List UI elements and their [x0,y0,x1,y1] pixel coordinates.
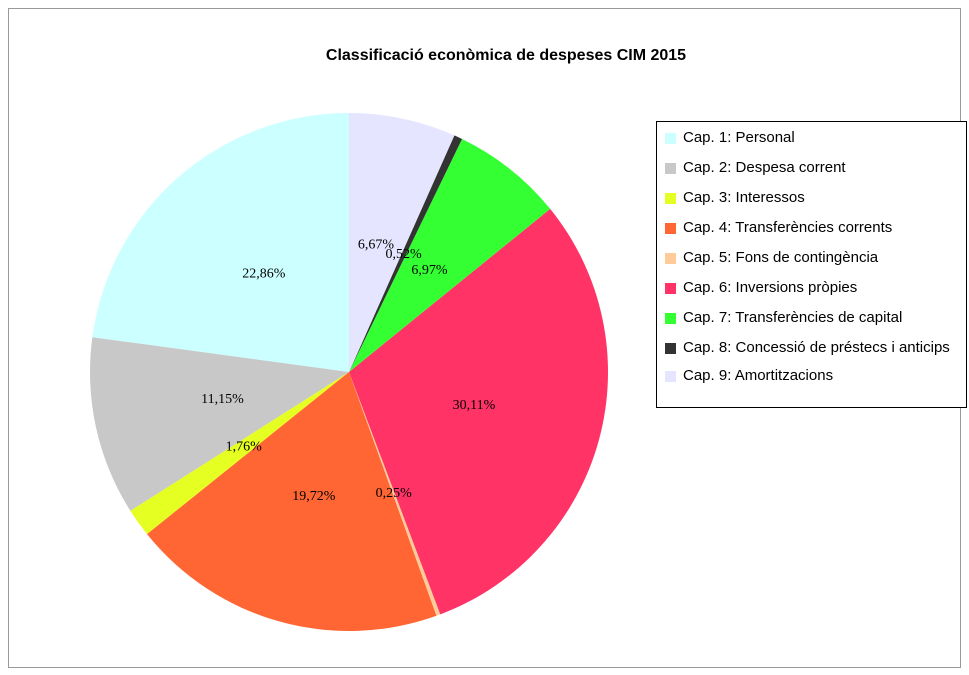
legend-swatch [665,253,676,264]
pie-slice [349,135,463,372]
pie-slice [90,337,349,511]
legend-label: Cap. 7: Transferències de capital [683,309,903,326]
data-label: 0,25% [376,486,413,501]
pie-slice [349,372,441,616]
data-label: 1,76% [226,440,263,455]
legend-swatch [665,283,676,294]
legend-item: Cap. 4: Transferències corrents [665,218,962,238]
data-label: 0,52% [386,247,423,262]
pie-slice [349,208,608,615]
data-label: 19,72% [292,489,336,504]
legend-swatch [665,223,676,234]
pie-slice [349,138,551,372]
pie-slice [147,372,437,632]
legend-label: Cap. 5: Fons de contingència [683,249,879,266]
legend-item: Cap. 7: Transferències de capital [665,308,962,328]
legend-label: Cap. 1: Personal [683,129,795,146]
legend-swatch [665,371,676,382]
pie-slice [92,113,349,372]
legend-label: Cap. 6: Inversions pròpies [683,279,858,296]
data-label: 11,15% [201,392,244,407]
legend-label: Cap. 2: Despesa corrent [683,159,846,176]
legend-swatch [665,133,676,144]
pie-slice [130,372,349,535]
data-label: 6,67% [358,238,395,253]
pie-slice [349,113,455,372]
legend-label: Cap. 4: Transferències corrents [683,219,893,236]
chart-title: Classificació econòmica de despeses CIM … [326,47,686,64]
legend-item: Cap. 8: Concessió de préstecs i anticips [665,338,962,358]
legend-item: Cap. 1: Personal [665,128,962,148]
legend-item: Cap. 5: Fons de contingència [665,248,962,268]
legend-swatch [665,193,676,204]
legend-label: Cap. 3: Interessos [683,189,805,206]
legend-item: Cap. 6: Inversions pròpies [665,278,962,298]
legend-swatch [665,163,676,174]
data-label: 6,97% [411,263,448,278]
data-label: 30,11% [453,398,496,413]
legend: Cap. 1: Personal Cap. 2: Despesa corrent C… [656,121,967,408]
legend-label: Cap. 8: Concessió de préstecs i anticips [683,339,950,356]
legend-item: Cap. 2: Despesa corrent [665,158,962,178]
legend-item: Cap. 9: Amortitzacions [665,366,962,386]
legend-swatch [665,313,676,324]
legend-swatch [665,343,676,354]
legend-label: Cap. 9: Amortitzacions [683,367,834,384]
legend-item: Cap. 3: Interessos [665,188,962,208]
pie: 22,86% 11,15% 1,76% 19,72% 0,25% 30,11% 6,97%0… [90,113,608,632]
data-label: 22,86% [242,267,286,282]
